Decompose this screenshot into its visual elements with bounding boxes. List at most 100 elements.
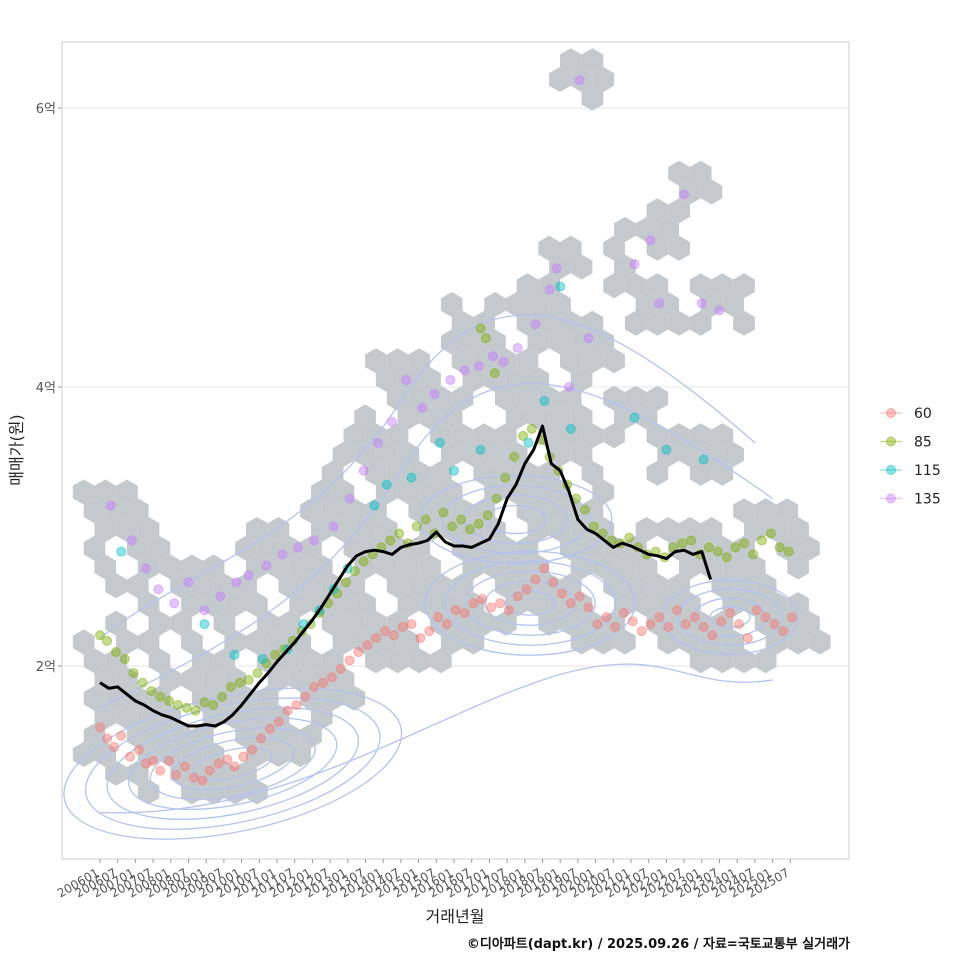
scatter-point-135: [512, 342, 523, 353]
hexbin: [462, 442, 485, 467]
scatter-point-85: [677, 538, 688, 549]
scatter-point-135: [372, 437, 383, 448]
legend: 60 85 115 135: [880, 406, 941, 508]
hexbin: [386, 573, 409, 599]
hexbin: [668, 160, 690, 186]
hexbin: [451, 385, 474, 411]
scatter-point-60: [171, 769, 182, 780]
scatter-point-85: [464, 524, 475, 535]
hexbin: [451, 610, 474, 636]
hexbin: [94, 479, 117, 505]
hexbin: [635, 592, 658, 617]
hexbin: [148, 648, 171, 674]
density-contour: [84, 697, 381, 830]
scatter-point-85: [190, 705, 201, 716]
scatter-point-60: [477, 594, 488, 605]
hexbin: [679, 442, 701, 467]
hexbin: [516, 273, 539, 299]
scatter-point-85: [385, 535, 396, 546]
hexbin: [246, 517, 268, 542]
density-contour: [424, 550, 636, 656]
density-contour: [463, 494, 569, 545]
hexbin: [311, 517, 333, 542]
scatter-point-135: [215, 591, 226, 602]
hexbin: [689, 160, 712, 186]
legend-label: 115: [914, 463, 941, 479]
scatter-point-60: [133, 744, 144, 755]
scatter-point-85: [475, 323, 486, 334]
scatter-point-115: [539, 395, 550, 406]
hexbin: [386, 385, 409, 411]
scatter-point-60: [725, 607, 736, 618]
hexbin: [570, 404, 593, 430]
hexbin: [646, 385, 669, 411]
density-contour: [192, 746, 273, 781]
hexbin: [657, 629, 679, 655]
x-axis-title: 거래년월: [426, 907, 485, 926]
hexbin: [397, 554, 420, 580]
hexbin: [646, 310, 669, 336]
scatter-point-60: [680, 619, 691, 630]
scatter-point-85: [172, 700, 183, 711]
hexbin: [300, 723, 322, 749]
hexbin: [538, 573, 560, 599]
hexbin: [614, 217, 636, 242]
hexbin: [560, 423, 582, 449]
hexbin: [689, 310, 712, 336]
scatter-point-85: [783, 546, 794, 557]
hexbin: [722, 292, 744, 317]
hexbin: [581, 310, 604, 336]
hexbin: [549, 292, 571, 317]
hexbin: [354, 442, 376, 467]
scatter-point-85: [624, 532, 635, 543]
hexbin: [668, 310, 690, 336]
hexbin: [430, 498, 452, 524]
scatter-point-135: [445, 375, 456, 386]
scatter-point-85: [686, 535, 697, 546]
scatter-point-85: [217, 691, 228, 702]
hexbin: [105, 685, 127, 711]
scatter-point-60: [335, 663, 346, 674]
x-axis-ticks: 2006012006072007012007072008012008072009…: [55, 859, 792, 901]
density-contour: [444, 560, 616, 646]
scatter-point-60: [102, 733, 113, 744]
density-contour: [419, 474, 613, 565]
density-contour: [99, 382, 773, 709]
hexbin: [321, 460, 344, 486]
hexbin: [83, 535, 106, 561]
scatter-point-85: [146, 686, 157, 697]
hexbin: [365, 498, 387, 524]
hexbin: [181, 592, 203, 617]
scatter-point-135: [105, 500, 116, 511]
hexbin: [83, 685, 106, 711]
hexbin: [127, 723, 149, 749]
hexbin: [332, 517, 355, 542]
scatter-point-135: [277, 549, 288, 560]
hexbin: [776, 535, 799, 561]
scatter-point-60: [155, 765, 166, 776]
hexbin: [354, 592, 376, 617]
scatter-point-135: [544, 284, 555, 295]
hexbin: [765, 517, 788, 542]
scatter-point-60: [95, 722, 105, 733]
hexbin: [484, 292, 506, 317]
scatter-point-115: [475, 444, 486, 455]
scatter-point-60: [291, 700, 302, 711]
scatter-point-135: [261, 560, 272, 571]
legend-key-point: [886, 436, 896, 447]
hexbin: [668, 235, 690, 261]
hexbin: [408, 348, 431, 374]
hexbin: [624, 573, 647, 599]
hexbin: [235, 760, 257, 786]
hexbin: [776, 498, 799, 524]
scatter-point-60: [424, 626, 435, 637]
scatter-point-60: [716, 616, 727, 627]
scatter-point-60: [300, 691, 311, 702]
density-contour: [99, 314, 756, 639]
scatter-point-85: [473, 518, 484, 529]
scatter-point-85: [482, 510, 493, 521]
hexbin: [440, 404, 463, 430]
scatter-point-60: [229, 761, 240, 772]
y-axis-ticks: 2억 4억 6억: [36, 102, 62, 675]
